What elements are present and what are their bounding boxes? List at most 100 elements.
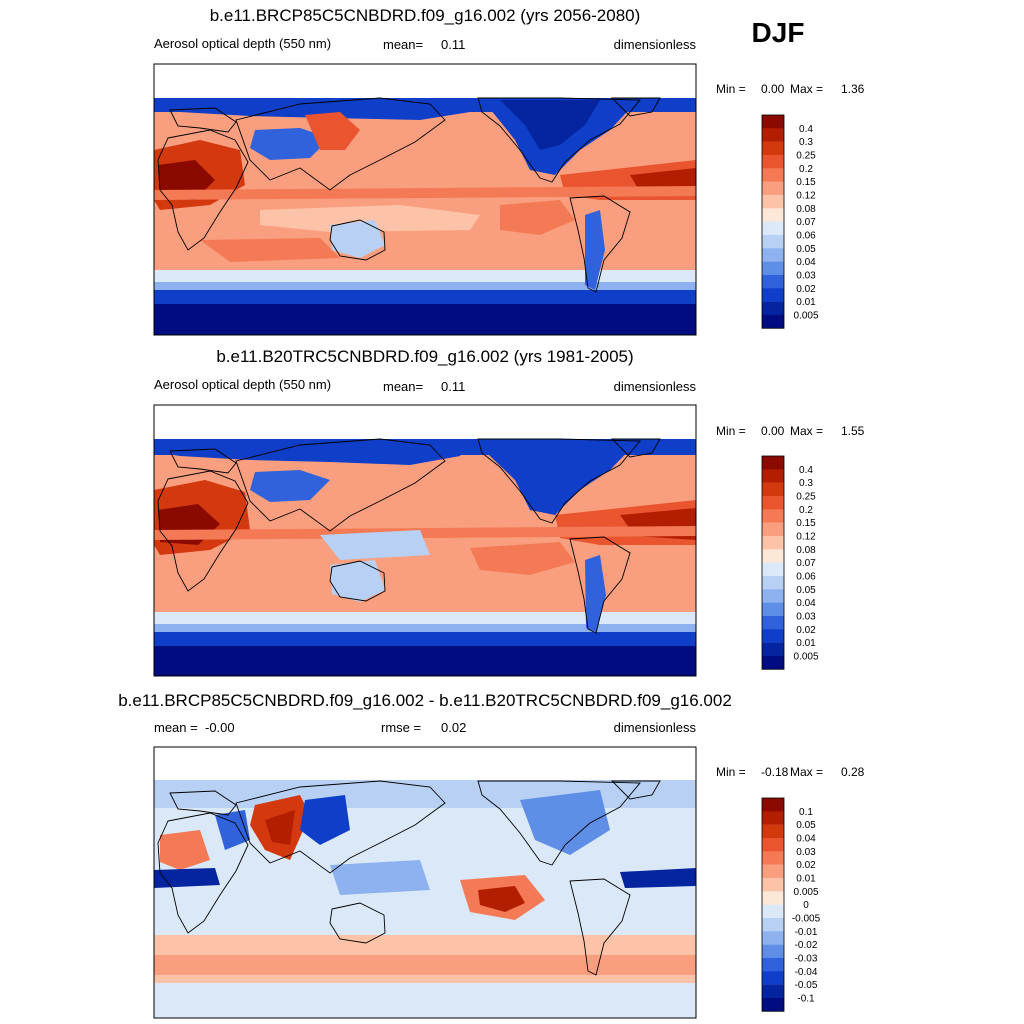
panel-title: b.e11.B20TRC5CNBDRD.f09_g16.002 (yrs 198… <box>216 347 633 366</box>
max-label: Max = <box>790 82 823 96</box>
southern-increase-band <box>154 955 696 975</box>
colorbar-tick-label: 0.12 <box>796 190 816 201</box>
colorbar-cell <box>762 629 784 643</box>
colorbar-cell <box>762 115 784 129</box>
colorbar-tick-label: 0.03 <box>796 270 816 281</box>
colorbar-tick-label: 0.3 <box>799 478 813 489</box>
colorbar-tick-label: 0.02 <box>796 860 816 871</box>
colorbar-tick-label: 0.005 <box>793 887 818 898</box>
colorbar-cell <box>762 877 784 892</box>
colorbar-tick-label: 0.3 <box>799 137 813 148</box>
max-label: Max = <box>790 765 823 779</box>
southern-ocean-band <box>154 282 696 290</box>
colorbar-cell <box>762 944 784 959</box>
coast-greenland <box>610 438 661 458</box>
colorbar-tick-label: 0.06 <box>796 571 816 582</box>
south-america-low-region <box>585 210 605 290</box>
plot-frame <box>153 404 697 677</box>
coast-africa <box>157 812 249 934</box>
tropical-band <box>154 186 696 200</box>
colorbar-cell <box>762 891 784 905</box>
colorbar-tick-label: 0.005 <box>793 310 818 321</box>
min-label: Min = <box>716 765 746 779</box>
colorbar-cell <box>762 469 784 483</box>
colorbar-cell <box>762 154 784 169</box>
variable-label: Aerosol optical depth (550 nm) <box>154 377 331 392</box>
tropical-band <box>154 526 696 540</box>
east-asia-decrease-region <box>300 795 350 845</box>
southern-ocean-band <box>154 624 696 632</box>
colorbar-cell <box>762 181 784 196</box>
coast-s-america <box>569 195 631 293</box>
pacific-increase-core <box>478 886 525 912</box>
colorbar-cell <box>762 549 784 563</box>
panel-title: b.e11.BRCP85C5CNBDRD.f09_g16.002 - b.e11… <box>118 691 732 710</box>
colorbar-cell <box>762 456 784 470</box>
max-value: 0.28 <box>841 765 865 779</box>
coast-europe <box>169 107 237 133</box>
colorbar: 0.4 0.3 0.25 0.2 0.15 0.12 0.08 0.07 0.06 0.05 0.0… <box>761 114 819 329</box>
rmse-value: 0.02 <box>441 720 466 735</box>
plot-frame <box>153 746 697 1019</box>
coast-greenland <box>610 97 661 117</box>
colorbar-tick-label: 0.1 <box>799 807 813 818</box>
min-value: 0.00 <box>761 424 785 438</box>
units-label: dimensionless <box>614 720 697 735</box>
colorbar-tick-label: 0.12 <box>796 531 816 542</box>
colorbar-cell <box>762 482 784 497</box>
colorbar-cell <box>762 128 784 142</box>
coast-greenland <box>610 780 661 800</box>
atlantic-decrease-band <box>620 868 696 888</box>
colorbar-tick-label: 0.15 <box>796 518 816 529</box>
coast-n-america <box>477 780 641 866</box>
atlantic-decrease-band <box>154 868 220 888</box>
colorbar-cell <box>762 931 784 945</box>
eurasia-low-region <box>154 98 480 120</box>
coast-europe <box>169 448 237 474</box>
colorbar-tick-label: 0.04 <box>796 598 816 609</box>
mean-value: 0.11 <box>441 37 465 52</box>
colorbar-cell <box>762 984 784 999</box>
colorbar-tick-label: -0.03 <box>795 953 818 964</box>
antarctic-band <box>154 304 696 335</box>
pacific-low-region <box>260 205 480 232</box>
maritime-decrease-region <box>330 860 430 895</box>
mean-label: mean= <box>383 37 423 52</box>
map-plot <box>154 747 696 1018</box>
coast-asia <box>235 438 446 532</box>
colorbar-tick-label: 0.4 <box>799 465 813 476</box>
central-asia-low-region <box>250 470 330 502</box>
colorbar-cell <box>762 495 784 510</box>
colorbar-frame <box>761 114 785 329</box>
variable-label: Aerosol optical depth (550 nm) <box>154 36 331 51</box>
colorbar-tick-label: 0.05 <box>796 585 816 596</box>
colorbar-cell <box>762 274 784 289</box>
n-america-mid-region <box>500 100 600 150</box>
india-increase-core <box>265 810 295 845</box>
colorbar-frame <box>761 797 785 1012</box>
colorbar-tick-label: 0.02 <box>796 625 816 636</box>
colorbar-cell <box>762 642 784 657</box>
colorbar-cell <box>762 301 784 316</box>
min-value: -0.18 <box>761 765 789 779</box>
colorbar-tick-label: 0.04 <box>796 833 816 844</box>
colorbar-cell <box>762 575 784 590</box>
mean-label: mean= <box>383 379 423 394</box>
north-mask <box>154 747 696 780</box>
colorbar-tick-label: -0.04 <box>795 967 818 978</box>
maritime-low-region <box>320 530 430 560</box>
coast-africa <box>157 129 249 251</box>
panel-difference: b.e11.BRCP85C5CNBDRD.f09_g16.002 - b.e11… <box>118 691 865 1019</box>
colorbar-cell <box>762 261 784 276</box>
coast-europe <box>169 790 237 816</box>
colorbar-tick-label: -0.05 <box>795 980 818 991</box>
max-value: 1.36 <box>841 82 865 96</box>
colorbar-tick-label: 0.08 <box>796 545 816 556</box>
colorbar-tick-label: -0.1 <box>797 993 815 1004</box>
colorbar-cell <box>762 234 784 249</box>
colorbar-cell <box>762 864 784 879</box>
colorbar: 0.1 0.05 0.04 0.03 0.02 0.01 0.005 0 -0.005 -0.01… <box>761 797 821 1012</box>
australia-low-region <box>330 560 385 602</box>
colorbar-cell <box>762 589 784 603</box>
